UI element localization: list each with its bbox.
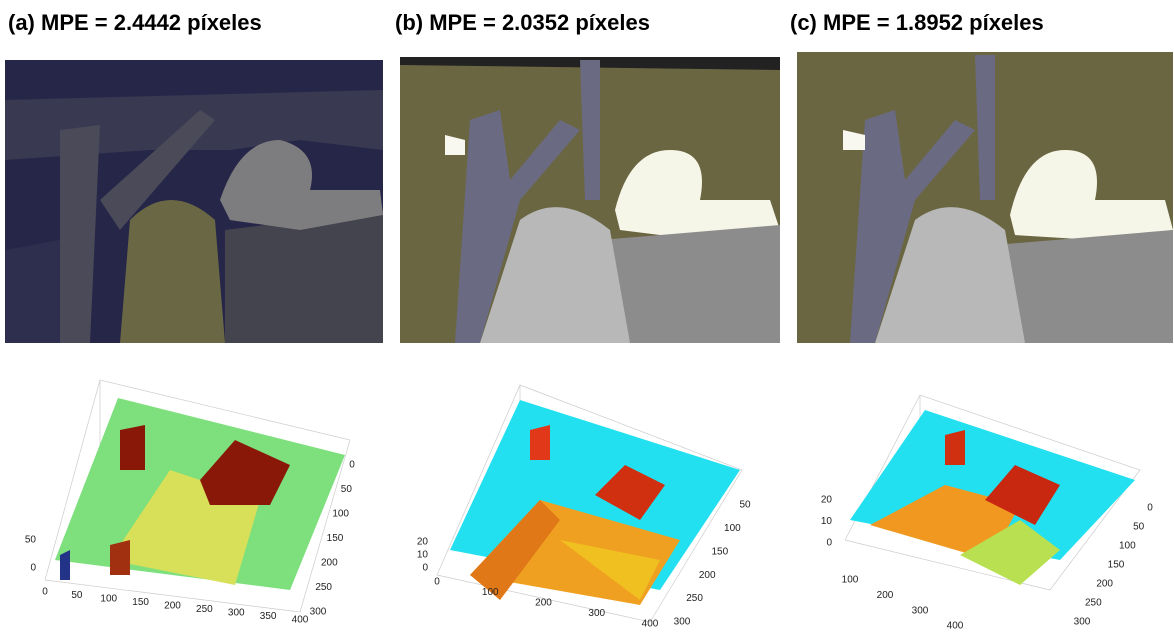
z-tick-label: 50 (25, 535, 37, 546)
z-tick-label: 0 (422, 563, 428, 574)
depth-map (400, 57, 780, 343)
x-tick-label: 300 (912, 605, 929, 616)
y-tick-label: 200 (1096, 579, 1113, 590)
y-tick-label: 200 (699, 570, 716, 581)
x-tick-label: 400 (642, 619, 659, 630)
x-tick-label: 250 (196, 604, 213, 615)
x-tick-label: 400 (947, 621, 964, 632)
z-tick-label: 20 (821, 495, 833, 506)
x-tick-label: 100 (100, 594, 117, 605)
y-tick-label: 300 (674, 617, 691, 628)
x-tick-label: 200 (877, 590, 894, 601)
x-tick-label: 100 (842, 575, 859, 586)
y-tick-label: 150 (1108, 560, 1125, 571)
depth-map (5, 60, 383, 343)
y-tick-label: 50 (1133, 522, 1145, 533)
panel-title: (b) MPE = 2.0352 píxeles (395, 10, 650, 35)
figure: (a) MPE = 2.4442 píxeles (b) MPE = 2.035… (0, 0, 1174, 632)
x-tick-label: 300 (588, 608, 605, 619)
x-tick-label: 350 (260, 611, 277, 622)
z-tick-label: 10 (821, 516, 833, 527)
y-tick-label: 250 (315, 582, 332, 593)
panel-title: (c) MPE = 1.8952 píxeles (790, 10, 1044, 35)
y-tick-label: 50 (739, 500, 751, 511)
y-tick-label: 50 (341, 484, 353, 495)
y-tick-label: 300 (310, 607, 327, 618)
y-tick-label: 0 (349, 460, 355, 471)
x-tick-label: 50 (71, 590, 83, 601)
y-tick-label: 100 (724, 523, 741, 534)
depth-map (797, 52, 1173, 343)
z-tick-label: 0 (826, 538, 832, 549)
y-tick-label: 250 (1085, 598, 1102, 609)
y-tick-label: 100 (332, 509, 349, 520)
x-tick-label: 0 (42, 587, 48, 598)
y-tick-label: 300 (1074, 617, 1091, 628)
x-tick-label: 0 (434, 577, 440, 588)
y-tick-label: 150 (327, 533, 344, 544)
x-tick-label: 200 (535, 598, 552, 609)
z-tick-label: 10 (417, 550, 429, 561)
x-tick-label: 150 (132, 597, 149, 608)
surface-plot (45, 380, 350, 612)
z-tick-label: 20 (417, 537, 429, 548)
panel-title: (a) MPE = 2.4442 píxeles (8, 10, 262, 35)
z-tick-label: 0 (30, 563, 36, 574)
x-tick-label: 100 (482, 587, 499, 598)
y-tick-label: 250 (686, 593, 703, 604)
y-tick-label: 200 (321, 558, 338, 569)
y-tick-label: 150 (711, 546, 728, 557)
surface-plot (845, 395, 1140, 590)
x-tick-label: 300 (228, 608, 245, 619)
y-tick-label: 0 (1147, 503, 1153, 514)
x-tick-label: 400 (292, 615, 309, 626)
x-tick-label: 200 (164, 601, 181, 612)
y-tick-label: 100 (1119, 541, 1136, 552)
